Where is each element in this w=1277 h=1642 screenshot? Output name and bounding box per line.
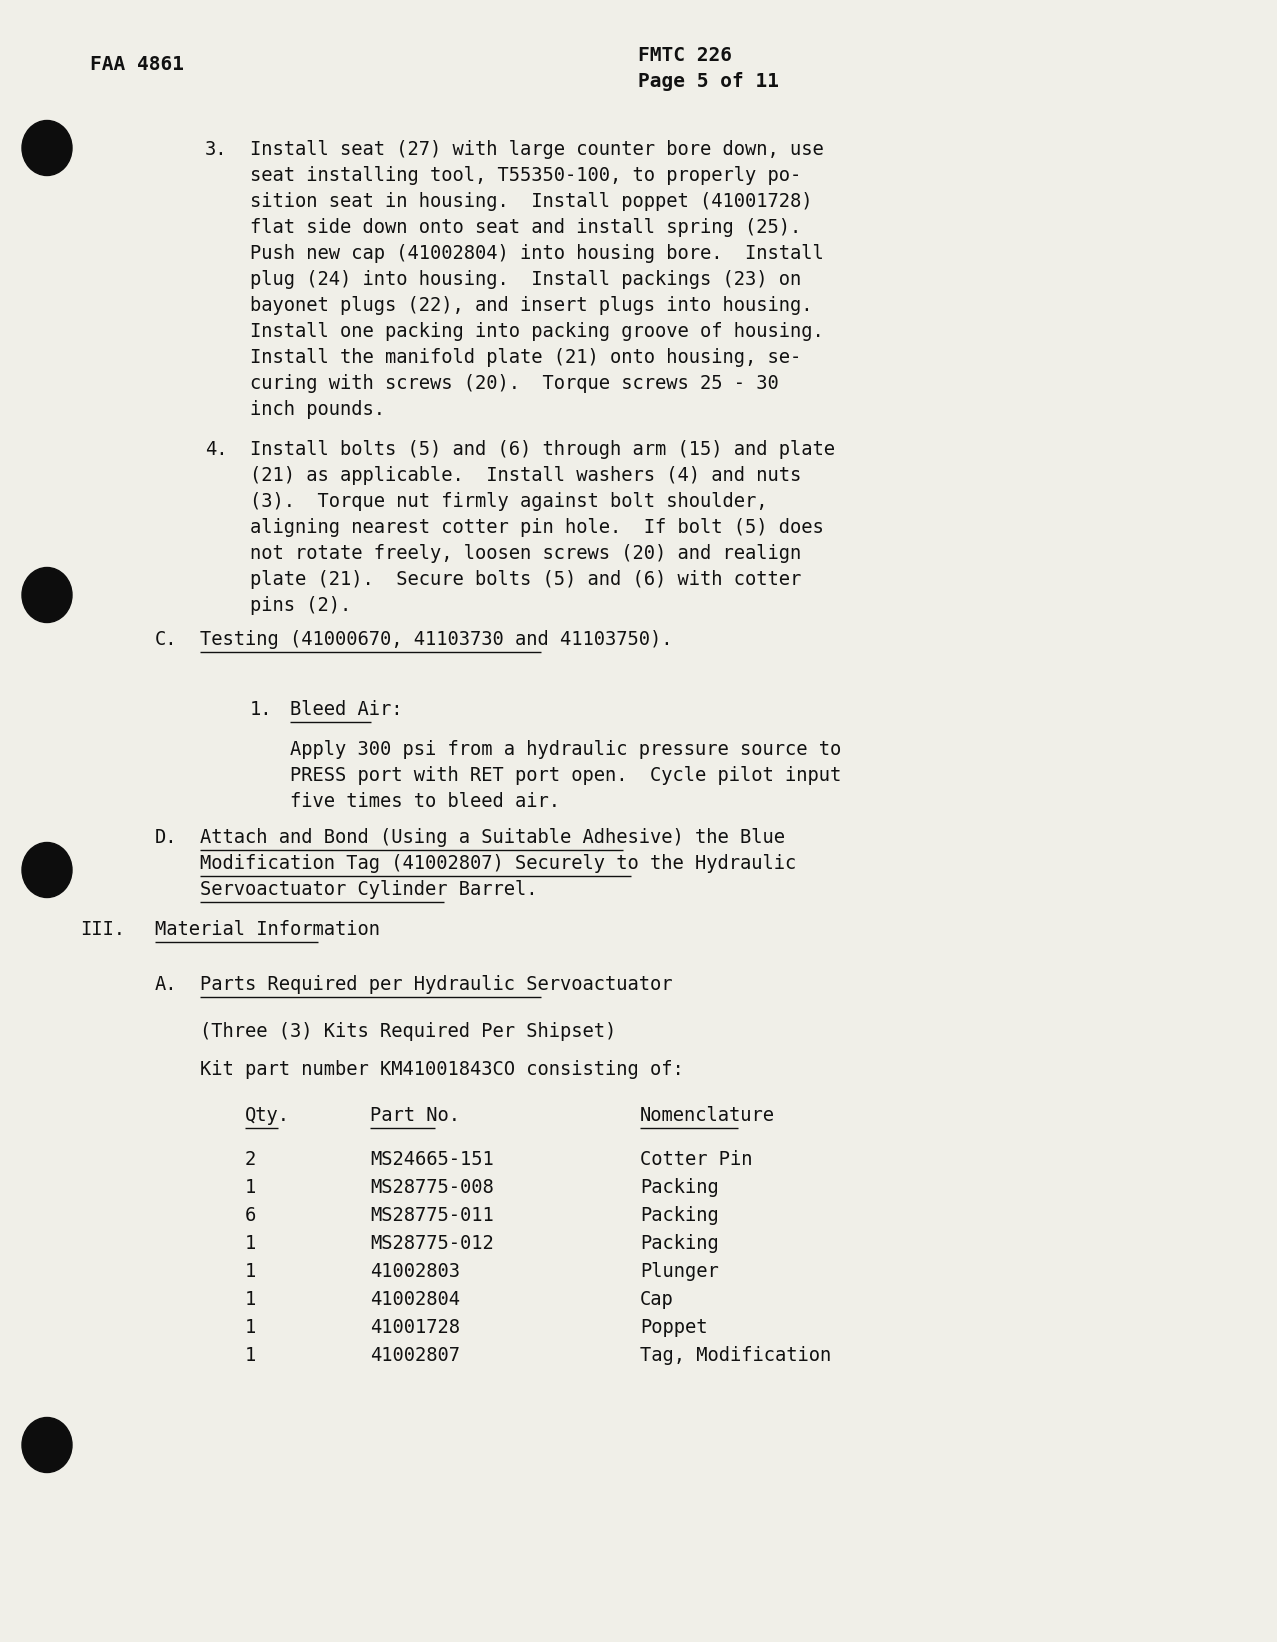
Text: Cotter Pin: Cotter Pin (640, 1149, 752, 1169)
Text: 41002804: 41002804 (370, 1291, 460, 1309)
Text: (21) as applicable.  Install washers (4) and nuts: (21) as applicable. Install washers (4) … (250, 466, 801, 484)
Text: Bleed Air:: Bleed Air: (290, 699, 402, 719)
Text: Page 5 of 11: Page 5 of 11 (638, 72, 779, 90)
Text: 3.: 3. (206, 140, 227, 159)
Text: 1: 1 (245, 1346, 257, 1365)
Text: Install one packing into packing groove of housing.: Install one packing into packing groove … (250, 322, 824, 342)
Ellipse shape (22, 842, 72, 898)
Text: Install bolts (5) and (6) through arm (15) and plate: Install bolts (5) and (6) through arm (1… (250, 440, 835, 460)
Text: Install the manifold plate (21) onto housing, se-: Install the manifold plate (21) onto hou… (250, 348, 801, 368)
Text: Push new cap (41002804) into housing bore.  Install: Push new cap (41002804) into housing bor… (250, 245, 824, 263)
Text: 1: 1 (245, 1177, 257, 1197)
Text: Poppet: Poppet (640, 1319, 707, 1337)
Text: (Three (3) Kits Required Per Shipset): (Three (3) Kits Required Per Shipset) (200, 1021, 617, 1041)
Text: 1: 1 (245, 1319, 257, 1337)
Text: Kit part number KM41001843CO consisting of:: Kit part number KM41001843CO consisting … (200, 1061, 683, 1079)
Text: Packing: Packing (640, 1177, 719, 1197)
Text: 41002803: 41002803 (370, 1263, 460, 1281)
Text: 2: 2 (245, 1149, 257, 1169)
Ellipse shape (22, 120, 72, 176)
Ellipse shape (22, 568, 72, 622)
Text: pins (2).: pins (2). (250, 596, 351, 616)
Text: III.: III. (80, 920, 125, 939)
Text: MS28775-012: MS28775-012 (370, 1235, 494, 1253)
Text: D.: D. (155, 828, 178, 847)
Text: five times to bleed air.: five times to bleed air. (290, 791, 561, 811)
Text: sition seat in housing.  Install poppet (41001728): sition seat in housing. Install poppet (… (250, 192, 812, 212)
Text: 1: 1 (245, 1235, 257, 1253)
Text: 41002807: 41002807 (370, 1346, 460, 1365)
Text: FAA 4861: FAA 4861 (89, 54, 184, 74)
Text: Apply 300 psi from a hydraulic pressure source to: Apply 300 psi from a hydraulic pressure … (290, 741, 842, 759)
Text: seat installing tool, T55350-100, to properly po-: seat installing tool, T55350-100, to pro… (250, 166, 801, 186)
Text: Packing: Packing (640, 1205, 719, 1225)
Text: Part No.: Part No. (370, 1107, 460, 1125)
Text: 41001728: 41001728 (370, 1319, 460, 1337)
Text: Plunger: Plunger (640, 1263, 719, 1281)
Text: Tag, Modification: Tag, Modification (640, 1346, 831, 1365)
Text: Packing: Packing (640, 1235, 719, 1253)
Text: C.: C. (155, 631, 178, 649)
Ellipse shape (22, 1417, 72, 1473)
Text: Cap: Cap (640, 1291, 674, 1309)
Text: plug (24) into housing.  Install packings (23) on: plug (24) into housing. Install packings… (250, 269, 801, 289)
Text: 6: 6 (245, 1205, 257, 1225)
Text: 1: 1 (245, 1263, 257, 1281)
Text: MS28775-011: MS28775-011 (370, 1205, 494, 1225)
Text: Install seat (27) with large counter bore down, use: Install seat (27) with large counter bor… (250, 140, 824, 159)
Text: Parts Required per Hydraulic Servoactuator: Parts Required per Hydraulic Servoactuat… (200, 975, 673, 993)
Text: curing with screws (20).  Torque screws 25 - 30: curing with screws (20). Torque screws 2… (250, 374, 779, 392)
Text: MS24665-151: MS24665-151 (370, 1149, 494, 1169)
Text: Material Information: Material Information (155, 920, 381, 939)
Text: 1.: 1. (250, 699, 272, 719)
Text: Attach and Bond (Using a Suitable Adhesive) the Blue: Attach and Bond (Using a Suitable Adhesi… (200, 828, 785, 847)
Text: aligning nearest cotter pin hole.  If bolt (5) does: aligning nearest cotter pin hole. If bol… (250, 517, 824, 537)
Text: Nomenclature: Nomenclature (640, 1107, 775, 1125)
Text: A.: A. (155, 975, 178, 993)
Text: FMTC 226: FMTC 226 (638, 46, 732, 66)
Text: inch pounds.: inch pounds. (250, 401, 384, 419)
Text: Qty.: Qty. (245, 1107, 290, 1125)
Text: 1: 1 (245, 1291, 257, 1309)
Text: bayonet plugs (22), and insert plugs into housing.: bayonet plugs (22), and insert plugs int… (250, 296, 812, 315)
Text: PRESS port with RET port open.  Cycle pilot input: PRESS port with RET port open. Cycle pil… (290, 767, 842, 785)
Text: flat side down onto seat and install spring (25).: flat side down onto seat and install spr… (250, 218, 801, 236)
Text: Servoactuator Cylinder Barrel.: Servoactuator Cylinder Barrel. (200, 880, 538, 900)
Text: Modification Tag (41002807) Securely to the Hydraulic: Modification Tag (41002807) Securely to … (200, 854, 797, 874)
Text: Testing (41000670, 41103730 and 41103750).: Testing (41000670, 41103730 and 41103750… (200, 631, 673, 649)
Text: not rotate freely, loosen screws (20) and realign: not rotate freely, loosen screws (20) an… (250, 544, 801, 563)
Text: 4.: 4. (206, 440, 227, 460)
Text: plate (21).  Secure bolts (5) and (6) with cotter: plate (21). Secure bolts (5) and (6) wit… (250, 570, 801, 589)
Text: MS28775-008: MS28775-008 (370, 1177, 494, 1197)
Text: (3).  Torque nut firmly against bolt shoulder,: (3). Torque nut firmly against bolt shou… (250, 493, 767, 511)
